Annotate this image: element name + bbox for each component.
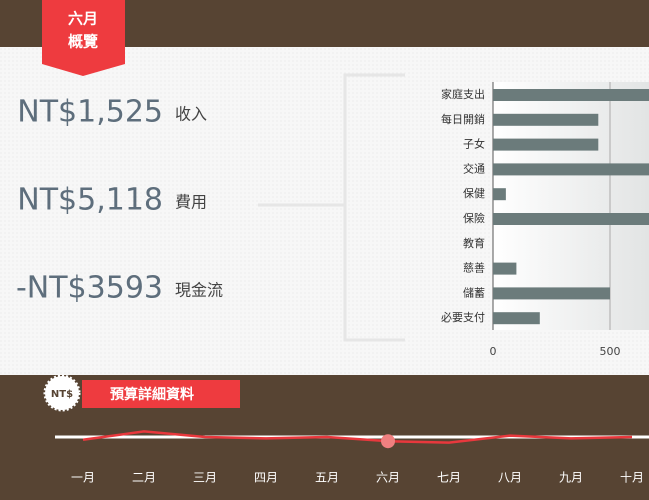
amount-label: 收入 xyxy=(175,105,207,124)
month-label: 六月 xyxy=(376,471,400,485)
category-label: 必要支付 xyxy=(441,311,485,324)
amount: -NT$3593 xyxy=(16,271,163,306)
month-label: 四月 xyxy=(254,471,278,485)
category-label: 教育 xyxy=(463,236,485,250)
category-label: 家庭支出 xyxy=(441,87,485,101)
category-label: 子女 xyxy=(463,137,485,151)
amount-label: 現金流 xyxy=(175,281,223,300)
amount-label: 費用 xyxy=(175,193,207,212)
highlight-point xyxy=(381,434,395,449)
category-label: 慈善 xyxy=(463,261,485,275)
bar xyxy=(493,138,599,151)
bar xyxy=(493,262,517,275)
month-label: 八月 xyxy=(498,471,522,485)
category-label: 交通 xyxy=(463,161,485,175)
bar xyxy=(493,188,506,201)
month-label: 十月 xyxy=(620,471,644,485)
details-banner xyxy=(82,380,240,408)
bar xyxy=(493,287,610,300)
line xyxy=(82,430,633,444)
category-label: 每日開銷 xyxy=(441,112,485,126)
bar xyxy=(493,312,540,325)
month-label: 三月 xyxy=(193,471,217,485)
bar xyxy=(493,89,649,101)
month: 六月 xyxy=(68,10,98,28)
line-chart: 一月 二月 三月 四月 五月 六月 七月 八月 九月 十月 xyxy=(71,430,644,485)
month-label: 五月 xyxy=(315,471,339,485)
month-label: 七月 xyxy=(437,471,461,485)
x-tick-label: 0 xyxy=(490,345,497,358)
overview-title: 概覽 xyxy=(68,33,98,51)
badge xyxy=(43,374,81,412)
badge-text: NT$ xyxy=(51,389,73,400)
bar-chart: 05001000家庭支出每日開銷子女交通保健保險教育慈善儲蓄必要支付 xyxy=(441,82,649,358)
amount: NT$1,525 xyxy=(17,95,163,130)
category-label: 保險 xyxy=(463,211,485,225)
details-title: 預算詳細資料 xyxy=(110,386,194,403)
bar xyxy=(493,113,599,126)
category-label: 儲蓄 xyxy=(463,286,485,299)
bracket xyxy=(258,73,405,342)
month-label: 二月 xyxy=(132,471,156,485)
bar xyxy=(493,213,649,225)
x-tick-label: 500 xyxy=(600,345,621,358)
bar xyxy=(493,163,649,176)
month-ribbon xyxy=(42,0,125,76)
amount: NT$5,118 xyxy=(17,183,163,218)
summary: NT$1,525 收入 NT$5,118 費用 -NT$3593 現金流 xyxy=(16,95,223,306)
category-label: 保健 xyxy=(463,186,485,200)
month-label: 一月 xyxy=(71,471,95,485)
month-label: 九月 xyxy=(559,471,583,485)
